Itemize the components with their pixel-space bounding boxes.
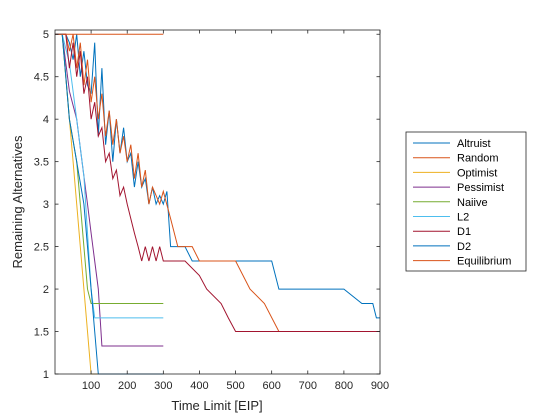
y-tick-label: 3.5 — [34, 157, 49, 169]
x-tick-label: 900 — [371, 380, 389, 392]
legend-label-0: Altruist — [457, 138, 491, 150]
plot-area — [55, 30, 380, 374]
y-tick-label: 1.5 — [34, 327, 49, 339]
x-tick-label: 300 — [154, 380, 172, 392]
legend-label-8: Equilibrium — [457, 256, 511, 268]
y-axis-label: Remaining Alternatives — [10, 135, 25, 268]
series-line-1 — [55, 33, 380, 332]
x-tick-label: 200 — [118, 380, 136, 392]
y-tick-label: 2 — [43, 284, 49, 296]
y-tick-label: 4 — [43, 114, 49, 126]
legend-label-2: Optimist — [457, 167, 497, 179]
x-tick-label: 700 — [299, 380, 317, 392]
axes-box — [54, 29, 381, 375]
legend: Altruist Random Optimist Pessimist Naiive L2 D… — [405, 131, 527, 272]
legend-label-5: L2 — [457, 212, 469, 224]
x-tick-label: 100 — [82, 380, 100, 392]
x-tick-label: 600 — [262, 380, 280, 392]
legend-label-3: Pessimist — [457, 182, 504, 194]
legend-label-7: D2 — [457, 241, 471, 253]
y-tick-label: 5 — [43, 29, 49, 41]
x-axis-label: Time Limit [EIP] — [171, 398, 262, 413]
x-tick-label: 800 — [335, 380, 353, 392]
y-axis-ticks: 1 1.5 2 2.5 3 3.5 4 4.5 5 — [34, 29, 380, 381]
series-line-5 — [55, 33, 164, 319]
y-tick-label: 2.5 — [34, 242, 49, 254]
x-tick-label: 400 — [190, 380, 208, 392]
y-tick-label: 1 — [43, 369, 49, 381]
legend-label-1: Random — [457, 153, 499, 165]
legend-label-6: D1 — [457, 226, 471, 238]
series-lines — [55, 33, 380, 375]
y-tick-label: 3 — [43, 199, 49, 211]
y-tick-label: 4.5 — [34, 72, 49, 84]
x-tick-label: 500 — [226, 380, 244, 392]
series-line-0 — [55, 33, 380, 319]
series-line-6 — [55, 33, 380, 332]
x-axis-ticks: 100 200 300 400 500 600 700 800 900 — [82, 30, 389, 392]
series-line-3 — [55, 33, 164, 347]
legend-label-4: Naiive — [457, 197, 488, 209]
